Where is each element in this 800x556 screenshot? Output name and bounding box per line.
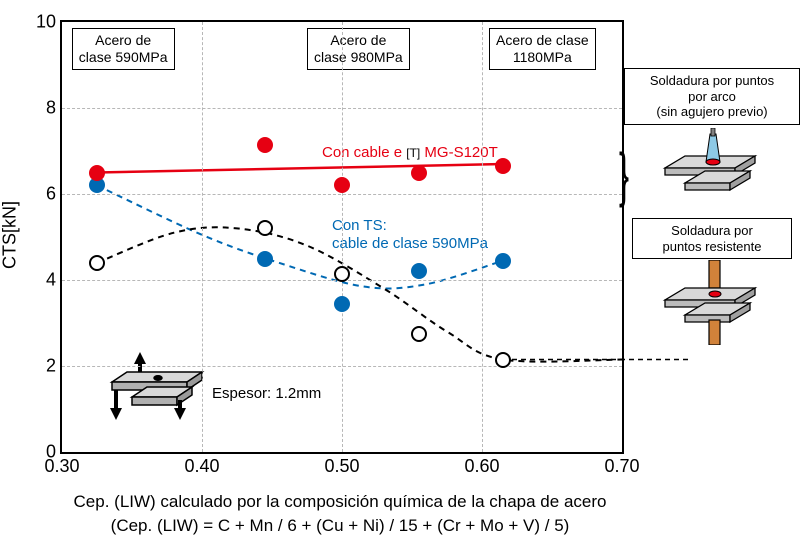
- xtick-label: 0.60: [464, 452, 499, 477]
- gridline-v: [482, 22, 483, 452]
- ytick-label: 10: [36, 12, 62, 33]
- data-point-red: [334, 177, 350, 193]
- xtick-label: 0.70: [604, 452, 639, 477]
- xtick-label: 0.30: [44, 452, 79, 477]
- ytick-label: 8: [46, 98, 62, 119]
- data-point-blue: [257, 251, 273, 267]
- region-label-590: Acero de clase 590MPa: [72, 28, 175, 70]
- xtick-label: 0.50: [324, 452, 359, 477]
- chart-container: CTS[kN] Acero de clase 590MPa Acero de c…: [0, 0, 800, 556]
- brace-icon: }: [619, 140, 629, 209]
- data-point-red: [411, 165, 427, 181]
- data-point-open: [495, 352, 511, 368]
- gridline-v: [342, 22, 343, 452]
- x-axis-label: Cep. (LIW) calculado por la composición …: [74, 490, 607, 538]
- data-point-blue: [411, 263, 427, 279]
- data-point-open: [411, 326, 427, 342]
- side-box-resistance-spot: Soldadura por puntos resistente: [632, 218, 792, 259]
- annotation-red-series: Con cable e [T] MG-S120T: [322, 144, 498, 161]
- region-label-980: Acero de clase 980MPa: [307, 28, 410, 70]
- data-point-open: [257, 220, 273, 236]
- data-point-blue: [334, 296, 350, 312]
- diagram-arc-spot: [660, 128, 770, 193]
- side-box-arc-spot: Soldadura por puntos por arco (sin aguje…: [624, 68, 800, 125]
- y-axis-label: CTS[kN]: [0, 201, 21, 269]
- data-point-red: [89, 165, 105, 181]
- region-label-1180: Acero de clase 1180MPa: [489, 28, 596, 70]
- data-point-open: [89, 255, 105, 271]
- xtick-label: 0.40: [184, 452, 219, 477]
- gridline-v: [202, 22, 203, 452]
- data-point-red: [257, 137, 273, 153]
- ytick-label: 6: [46, 184, 62, 205]
- annotation-blue-series: Con TS: cable de clase 590MPa: [332, 217, 488, 253]
- annotation-thickness: Espesor: 1.2mm: [212, 385, 321, 402]
- diagram-resistance-spot: [660, 260, 770, 345]
- data-point-open: [334, 266, 350, 282]
- data-point-red: [495, 158, 511, 174]
- ytick-label: 4: [46, 270, 62, 291]
- data-point-blue: [495, 253, 511, 269]
- plot-area: Acero de clase 590MPa Acero de clase 980…: [60, 20, 624, 454]
- ytick-label: 2: [46, 356, 62, 377]
